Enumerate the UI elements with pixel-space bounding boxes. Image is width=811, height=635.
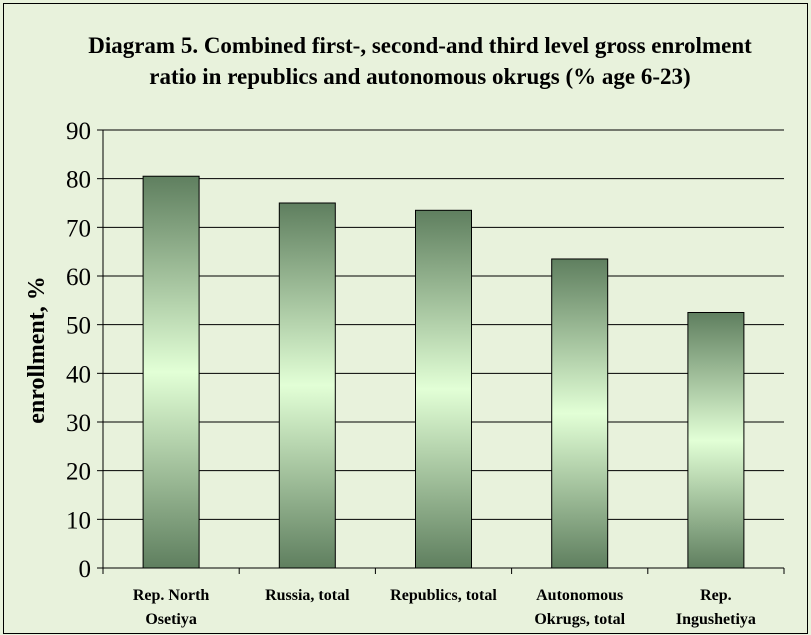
axes (97, 129, 785, 574)
y-tick-label: 70 (66, 215, 91, 242)
bar (278, 202, 336, 569)
y-tick-label: 50 (66, 313, 91, 340)
x-category-label: Russia, total (265, 587, 350, 604)
y-tick-label: 90 (66, 118, 91, 145)
y-tick-label: 60 (66, 264, 91, 291)
bar (415, 209, 472, 569)
y-tick-label: 80 (66, 167, 91, 194)
x-category-label: Autonomous (536, 587, 623, 604)
bar (551, 258, 609, 569)
bars (142, 175, 745, 569)
y-tick-label: 20 (66, 459, 91, 486)
y-tick-labels: 0 10 20 30 40 50 60 70 80 90 (66, 118, 91, 583)
x-category-label: Rep. (700, 587, 732, 604)
y-tick-label: 0 (79, 556, 92, 583)
chart-title: Diagram 5. Combined first-, second-and t… (88, 33, 752, 89)
x-category-label: Republics, total (390, 587, 497, 604)
x-category-label: Osetiya (145, 611, 197, 628)
x-category-label: Okrugs, total (534, 611, 625, 628)
x-category-label: Ingushetiya (676, 611, 756, 628)
x-category-label: Rep. North (133, 587, 210, 604)
y-axis-label: enrollment, % (24, 276, 50, 424)
x-category-labels: Rep. North Osetiya Russia, total Republics,… (133, 587, 756, 628)
y-tick-label: 10 (66, 507, 91, 534)
chart-frame (3, 3, 808, 634)
bar (687, 312, 745, 569)
y-tick-label: 40 (66, 361, 91, 388)
y-tick-label: 30 (66, 410, 91, 437)
bar (142, 175, 200, 569)
